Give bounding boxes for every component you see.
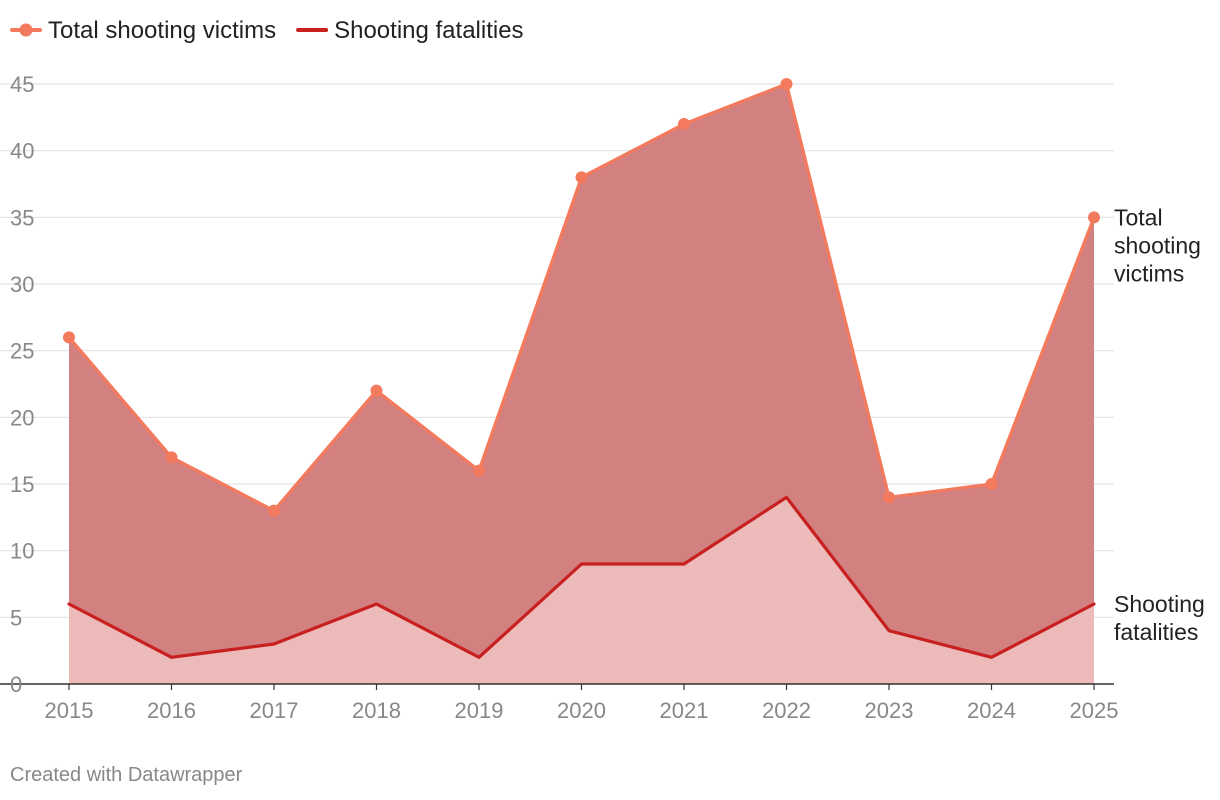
y-tick-label-15: 15 bbox=[10, 472, 34, 497]
end-label-line: victims bbox=[1114, 260, 1184, 286]
legend-label-1: Shooting fatalities bbox=[334, 17, 523, 44]
end-label-1: Shooting fatalities bbox=[1114, 591, 1205, 645]
x-tick-label-2021: 2021 bbox=[660, 698, 709, 723]
marker-0-2017 bbox=[268, 504, 280, 517]
marker-0-2015 bbox=[63, 331, 75, 344]
y-tick-label-45: 45 bbox=[10, 72, 34, 97]
y-tick-label-0: 0 bbox=[10, 672, 22, 697]
x-tick-label-2016: 2016 bbox=[147, 698, 196, 723]
x-tick-label-2015: 2015 bbox=[45, 698, 94, 723]
line-1 bbox=[67, 495, 1096, 659]
end-label-line: shooting bbox=[1114, 232, 1201, 258]
marker-0-2023 bbox=[883, 491, 895, 504]
x-tick-label-2023: 2023 bbox=[865, 698, 914, 723]
marker-0-2016 bbox=[165, 451, 178, 464]
marker-0-2019 bbox=[473, 464, 485, 477]
axes bbox=[0, 683, 1114, 690]
marker-0-2025 bbox=[1088, 211, 1100, 224]
y-tick-label-30: 30 bbox=[10, 272, 34, 297]
series-areas bbox=[69, 84, 1094, 684]
y-tick-label-10: 10 bbox=[10, 539, 34, 564]
end-label-0: Total shooting victims bbox=[1114, 204, 1201, 286]
x-tick-label-2017: 2017 bbox=[250, 698, 299, 723]
credit-text: Created with Datawrapper bbox=[10, 764, 243, 786]
marker-0-2021 bbox=[678, 118, 690, 130]
end-label-line: Total bbox=[1114, 204, 1163, 230]
y-tick-label-40: 40 bbox=[10, 139, 34, 164]
x-tick-label-2025: 2025 bbox=[1070, 698, 1119, 723]
x-tick-label-2022: 2022 bbox=[762, 698, 811, 723]
marker-0-2020 bbox=[575, 171, 588, 184]
series-markers bbox=[63, 78, 1100, 517]
y-tick-label-35: 35 bbox=[10, 205, 34, 230]
x-tick-label-2018: 2018 bbox=[352, 698, 401, 723]
marker-0-2018 bbox=[370, 384, 383, 397]
area-1 bbox=[69, 497, 1094, 684]
legend-label-0: Total shooting victims bbox=[48, 17, 276, 44]
legend-marker-0 bbox=[19, 23, 33, 37]
area-0 bbox=[69, 84, 1094, 684]
legend: Total shooting victims Shooting fatalitie… bbox=[10, 17, 524, 44]
y-tick-label-5: 5 bbox=[10, 605, 22, 630]
marker-0-2022 bbox=[780, 78, 793, 90]
x-tick-label-2019: 2019 bbox=[455, 698, 504, 723]
end-label-line: fatalities bbox=[1114, 619, 1198, 645]
x-tick-label-2024: 2024 bbox=[967, 698, 1016, 723]
marker-0-2024 bbox=[985, 478, 998, 490]
end-labels: Total shooting victims Shooting fatalities bbox=[1114, 204, 1205, 645]
end-label-line: Shooting bbox=[1114, 591, 1205, 617]
y-tick-label-25: 25 bbox=[10, 339, 34, 364]
x-tick-label-2020: 2020 bbox=[557, 698, 606, 723]
y-tick-label-20: 20 bbox=[10, 405, 34, 430]
